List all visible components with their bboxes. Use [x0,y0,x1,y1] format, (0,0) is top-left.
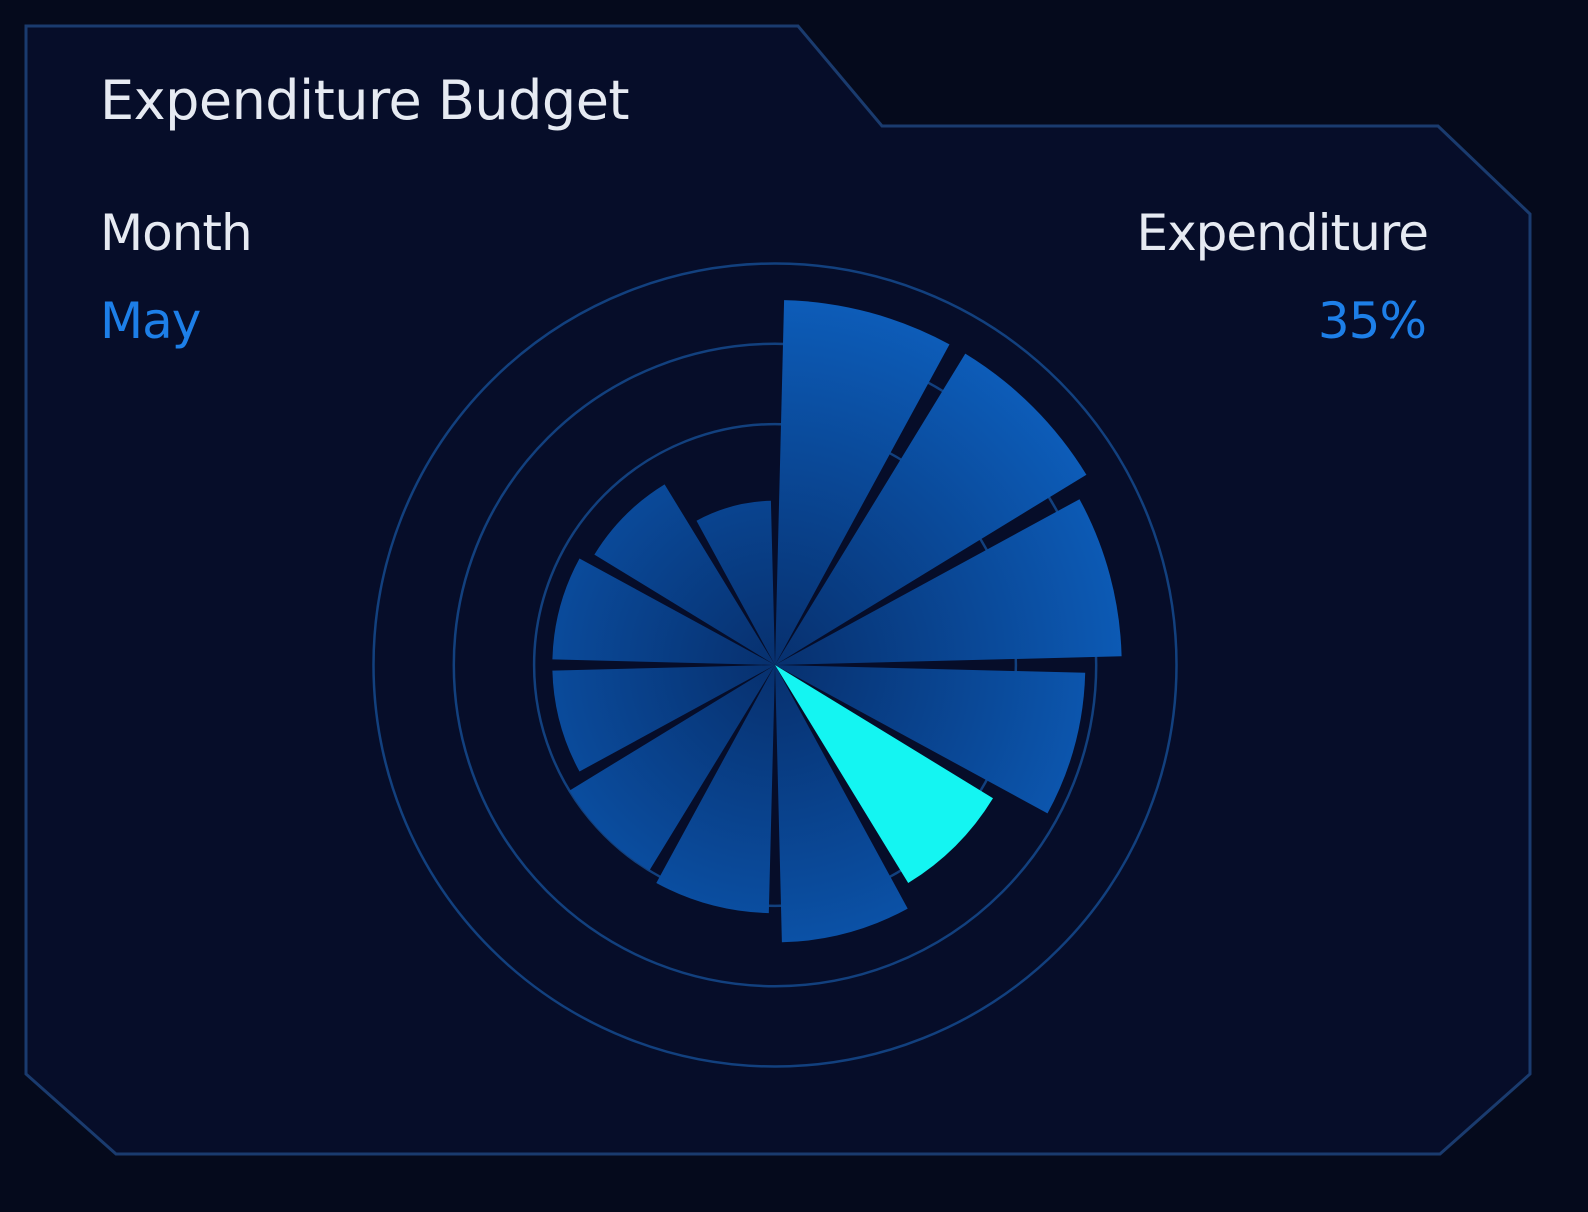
month-label: Month [100,204,253,262]
rose-segment-12[interactable] [696,500,776,665]
rose-segment-7[interactable] [656,665,775,914]
rose-segment-6[interactable] [775,665,908,943]
rose-segment-2[interactable] [775,353,1087,665]
rose-segments [552,300,1122,943]
expenditure-label: Expenditure [1136,204,1429,262]
gridline-ring-3 [372,262,1178,1068]
month-value: May [100,292,201,350]
rose-segment-9[interactable] [552,665,775,772]
rose-segment-8[interactable] [569,665,776,871]
rose-segment-10[interactable] [552,558,775,666]
rose-segment-3[interactable] [775,499,1122,665]
rose-gridlines [372,262,1178,1068]
rose-segment-1[interactable] [775,300,950,665]
gridline-ring-1 [532,422,1018,908]
rose-segment-11[interactable] [594,484,775,665]
rose-segment-4[interactable] [775,665,1086,814]
gridline-ring-2 [452,342,1098,988]
rose-segment-highlighted[interactable] [775,665,993,883]
panel-title: Expenditure Budget [100,69,630,132]
expenditure-value: 35% [1317,292,1427,350]
